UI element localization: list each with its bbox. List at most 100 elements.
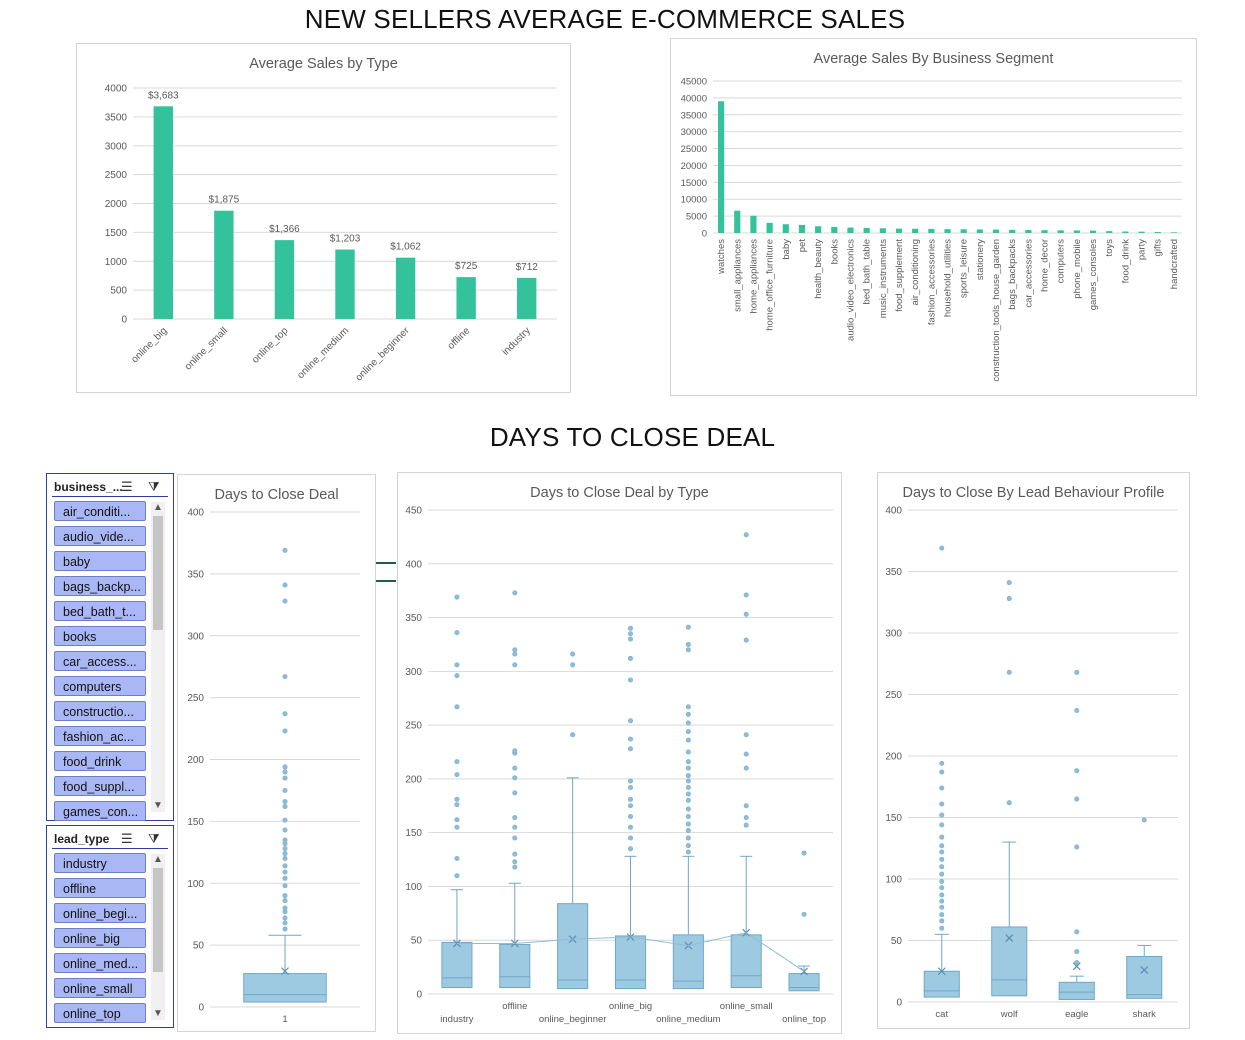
outlier-point xyxy=(512,790,518,796)
slicer-item[interactable]: online_top xyxy=(54,1003,146,1023)
slicer-item[interactable]: air_conditi... xyxy=(54,501,146,521)
bar xyxy=(992,229,1000,233)
chart-average-sales-by-type[interactable]: Average Sales by Type 0 500 1000 1500 2000 25… xyxy=(76,43,571,393)
outlier-point xyxy=(628,625,634,631)
slicer-item[interactable]: food_drink xyxy=(54,751,146,771)
slicer-item[interactable]: offline xyxy=(54,878,146,898)
y-tick-label: 300 xyxy=(405,667,422,678)
outlier-point xyxy=(939,856,945,862)
slicer-item[interactable]: audio_vide... xyxy=(54,526,146,546)
slicer-item[interactable]: online_med... xyxy=(54,953,146,973)
chart-days-to-close-by-lead-behaviour[interactable]: Days to Close By Lead Behaviour Profile … xyxy=(877,472,1190,1029)
bar xyxy=(517,277,537,319)
outlier-point xyxy=(685,784,691,790)
lead-type-slicer[interactable]: lead_type ☰ ⧩ industry offline online_begi… xyxy=(46,825,174,1028)
x-tick-label: household_utilities xyxy=(943,239,954,317)
slicer-item[interactable]: online_small xyxy=(54,978,146,998)
x-tick-label: online_medium xyxy=(656,1014,721,1025)
box-plot: 0 50 100 150 200 250 300 350 400 450 industry offli… xyxy=(405,506,833,1025)
slicer-item[interactable]: bags_backp... xyxy=(54,576,146,596)
y-tick-label: 1000 xyxy=(105,257,128,268)
outlier-point xyxy=(685,849,691,855)
outlier-point xyxy=(939,785,945,791)
chart-days-to-close-deal[interactable]: Days to Close Deal 0 50 100 150 200 250 300 350… xyxy=(177,474,376,1032)
box xyxy=(441,941,473,989)
box xyxy=(923,970,960,998)
outlier-point xyxy=(512,662,518,668)
bar xyxy=(798,224,806,233)
slicer-item[interactable]: baby xyxy=(54,551,146,571)
outlier-point xyxy=(1006,596,1012,602)
chart-days-to-close-by-type[interactable]: Days to Close Deal by Type 0 50 100 150 200 2… xyxy=(397,472,842,1034)
chart-average-sales-by-business-segment[interactable]: Average Sales By Business Segment 0 5000 1… xyxy=(670,38,1197,396)
bar xyxy=(815,226,822,233)
x-tick-label: baby xyxy=(781,239,792,260)
outlier-point xyxy=(628,778,634,784)
x-tick-label: small_appliances xyxy=(732,239,743,312)
scrollbar-thumb[interactable] xyxy=(153,868,163,972)
outlier-point xyxy=(282,674,288,680)
slicer-scrollbar[interactable]: ▲ ▼ xyxy=(151,502,165,812)
slicer-item[interactable]: food_suppl... xyxy=(54,776,146,796)
scrollbar-thumb[interactable] xyxy=(153,516,163,630)
slicer-item[interactable]: books xyxy=(54,626,146,646)
outlier-point xyxy=(939,925,945,931)
slicer-item[interactable]: fashion_ac... xyxy=(54,726,146,746)
y-tick-label: 100 xyxy=(187,879,204,890)
outlier-point xyxy=(282,711,288,717)
bar xyxy=(750,215,757,233)
outlier-point xyxy=(282,582,288,588)
x-tick-label: phone_mobile xyxy=(1072,239,1083,299)
outlier-point xyxy=(512,651,518,657)
bar xyxy=(1122,231,1129,233)
outlier-point xyxy=(282,547,288,553)
slicer-item[interactable]: computers xyxy=(54,676,146,696)
slicer-divider xyxy=(52,496,168,497)
outlier-point xyxy=(743,822,749,828)
outlier-point xyxy=(282,837,288,843)
bar xyxy=(153,106,173,319)
x-tick-label: gifts xyxy=(1153,239,1164,257)
outlier-point xyxy=(939,760,945,766)
clear-filter-icon[interactable]: ⧩ xyxy=(148,479,160,494)
data-label: $712 xyxy=(516,262,539,273)
slicer-item[interactable]: car_access... xyxy=(54,651,146,671)
scroll-up-icon[interactable]: ▲ xyxy=(153,502,163,513)
multi-select-icon[interactable]: ☰ xyxy=(121,831,133,846)
slicer-item[interactable]: games_con... xyxy=(54,801,146,821)
outlier-point xyxy=(685,749,691,755)
x-tick-label: wolf xyxy=(1000,1009,1018,1020)
x-tick-label: home_appliances xyxy=(748,239,759,314)
outlier-point xyxy=(685,814,691,820)
outlier-point xyxy=(685,641,691,647)
outlier-point xyxy=(282,883,288,889)
bar xyxy=(766,222,773,233)
outlier-point xyxy=(939,871,945,877)
scroll-up-icon[interactable]: ▲ xyxy=(153,854,163,865)
clear-filter-icon[interactable]: ⧩ xyxy=(148,831,160,846)
slicer-scrollbar[interactable]: ▲ ▼ xyxy=(151,854,165,1020)
outlier-point xyxy=(628,655,634,661)
y-tick-label: 20000 xyxy=(681,161,707,172)
outlier-point xyxy=(743,765,749,771)
business-segment-slicer[interactable]: business_... ☰ ⧩ air_conditi... audio_vid… xyxy=(46,473,174,821)
scroll-down-icon[interactable]: ▼ xyxy=(153,1008,163,1019)
x-tick-label: online_top xyxy=(250,325,291,366)
slicer-item[interactable]: bed_bath_t... xyxy=(54,601,146,621)
y-tick-label: 150 xyxy=(405,828,422,839)
multi-select-icon[interactable]: ☰ xyxy=(121,479,133,494)
outlier-point xyxy=(454,796,460,802)
scroll-down-icon[interactable]: ▼ xyxy=(153,800,163,811)
outlier-point xyxy=(282,851,288,857)
y-tick-label: 0 xyxy=(416,990,422,1001)
x-tick-label: online_medium xyxy=(295,325,351,381)
y-tick-label: 300 xyxy=(885,629,902,640)
outlier-point xyxy=(685,835,691,841)
slicer-item[interactable]: online_big xyxy=(54,928,146,948)
slicer-item[interactable]: industry xyxy=(54,853,146,873)
outlier-point xyxy=(628,796,634,802)
slicer-item[interactable]: online_begi... xyxy=(54,903,146,923)
outlier-point xyxy=(628,736,634,742)
outlier-point xyxy=(282,799,288,805)
slicer-item[interactable]: constructio... xyxy=(54,701,146,721)
